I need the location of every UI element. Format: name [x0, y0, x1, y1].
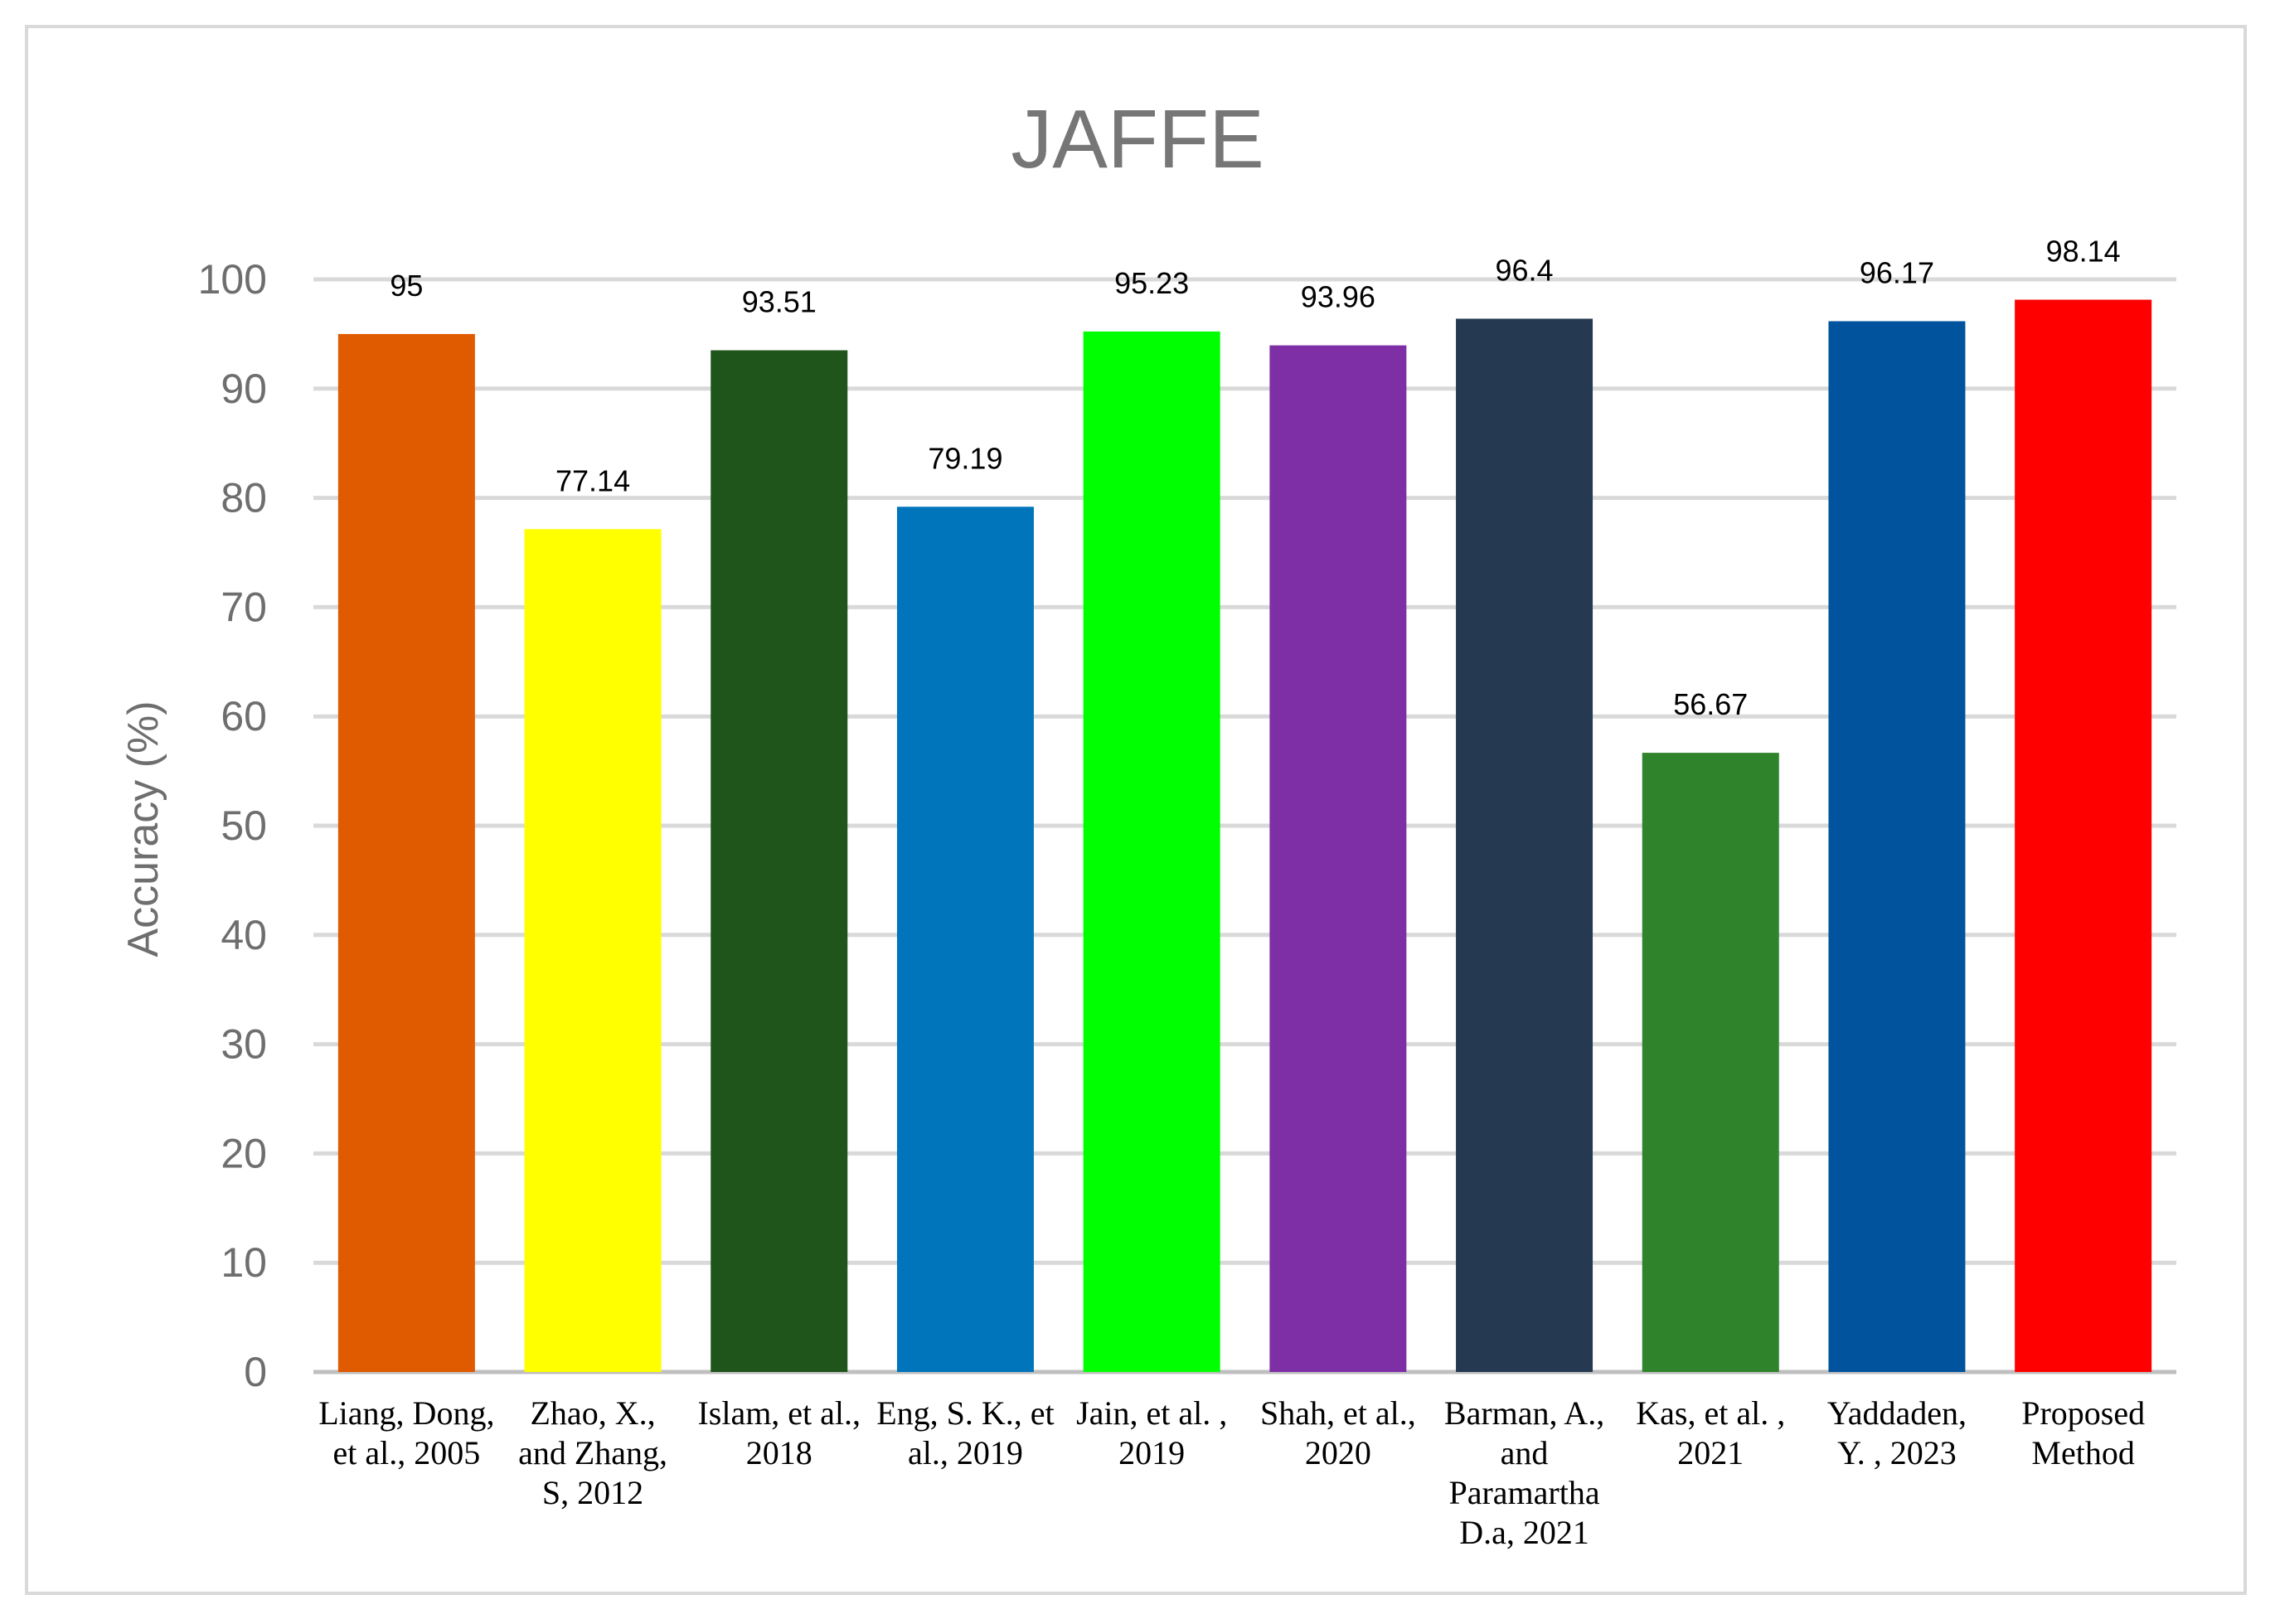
x-tick-label: Shah, et al., 2020	[1260, 1394, 1416, 1471]
y-tick-labels: 0 10 20 30 40 50 60 70 80 90 100	[198, 256, 267, 1395]
y-axis-label: Accuracy (%)	[119, 701, 167, 957]
x-tick-label: Barman, A., and Paramartha D.a, 2021	[1444, 1394, 1604, 1551]
bar	[896, 507, 1034, 1372]
bar	[1642, 753, 1779, 1372]
y-tick-label: 10	[221, 1239, 267, 1286]
x-tick-label-line: Shah, et al.,	[1260, 1394, 1416, 1432]
x-tick-label-line: et al., 2005	[332, 1434, 480, 1471]
data-label: 95	[390, 269, 423, 303]
data-labels: 95 77.14 93.51 79.19 95.23 93.96 96.4 56.67 96.1…	[390, 235, 2120, 722]
x-tick-label-line: Proposed	[2021, 1394, 2145, 1432]
x-tick-label-line: Jain, et al. ,	[1076, 1394, 1227, 1432]
x-tick-label-line: 2018	[746, 1434, 812, 1471]
x-tick-label-line: Kas, et al. ,	[1636, 1394, 1785, 1432]
data-label: 77.14	[555, 463, 630, 497]
bar	[337, 333, 475, 1372]
x-tick-label: Eng, S. K., et al., 2019	[876, 1394, 1054, 1471]
x-tick-label-line: and	[1501, 1434, 1549, 1471]
bar	[2015, 299, 2152, 1373]
y-tick-label: 90	[221, 366, 267, 412]
y-tick-label: 30	[221, 1021, 267, 1068]
y-tick-label: 40	[221, 912, 267, 958]
x-tick-label: Islam, et al., 2018	[697, 1394, 861, 1471]
y-tick-label: 20	[221, 1130, 267, 1176]
x-tick-label-line: S, 2012	[542, 1474, 643, 1511]
x-tick-label: Jain, et al. , 2019	[1076, 1394, 1227, 1471]
data-label: 56.67	[1673, 687, 1748, 721]
x-tick-label: Proposed Method	[2021, 1394, 2145, 1471]
x-tick-label: Liang, Dong, et al., 2005	[318, 1394, 494, 1471]
data-label: 79.19	[928, 441, 1002, 475]
x-tick-label-line: Liang, Dong,	[318, 1394, 494, 1432]
bar	[1456, 318, 1593, 1372]
x-tick-label-line: Method	[2031, 1434, 2134, 1471]
x-tick-label-line: al., 2019	[908, 1434, 1023, 1471]
x-tick-label-line: and Zhang,	[518, 1434, 667, 1471]
data-label: 98.14	[2046, 235, 2121, 269]
x-tick-label-line: Islam, et al.,	[697, 1394, 861, 1432]
y-tick-label: 50	[221, 802, 267, 849]
x-tick-label-line: 2020	[1305, 1434, 1371, 1471]
data-label: 96.17	[1860, 255, 1934, 289]
x-tick-label-line: 2021	[1677, 1434, 1744, 1471]
y-tick-label: 0	[244, 1349, 267, 1395]
bar	[524, 529, 662, 1372]
x-tick-label-line: Barman, A.,	[1444, 1394, 1604, 1432]
y-tick-label: 80	[221, 475, 267, 521]
x-tick-label: Yaddaden, Y. , 2023	[1827, 1394, 1967, 1471]
bar	[711, 350, 848, 1372]
data-label: 93.96	[1301, 280, 1375, 314]
x-tick-label-line: 2019	[1118, 1434, 1185, 1471]
data-label: 95.23	[1114, 266, 1189, 300]
y-tick-label: 100	[198, 256, 267, 303]
data-label: 93.51	[742, 285, 817, 319]
bar	[1083, 331, 1220, 1372]
chart-title: JAFFE	[1011, 93, 1264, 186]
bar	[1269, 345, 1407, 1373]
x-tick-label-line: D.a, 2021	[1459, 1514, 1589, 1551]
bars	[337, 299, 2152, 1373]
data-label: 96.4	[1496, 253, 1554, 287]
bar	[1828, 321, 1966, 1373]
x-tick-label-line: Paramartha	[1448, 1474, 1599, 1511]
x-tick-label: Zhao, X., and Zhang, S, 2012	[518, 1394, 667, 1511]
x-tick-label-line: Y. , 2023	[1837, 1434, 1957, 1471]
y-tick-label: 70	[221, 584, 267, 630]
x-tick-label-line: Yaddaden,	[1827, 1394, 1967, 1432]
x-tick-label: Kas, et al. , 2021	[1636, 1394, 1785, 1471]
x-tick-label-line: Eng, S. K., et	[876, 1394, 1054, 1432]
y-tick-label: 60	[221, 693, 267, 739]
x-tick-label-line: Zhao, X.,	[531, 1394, 656, 1432]
